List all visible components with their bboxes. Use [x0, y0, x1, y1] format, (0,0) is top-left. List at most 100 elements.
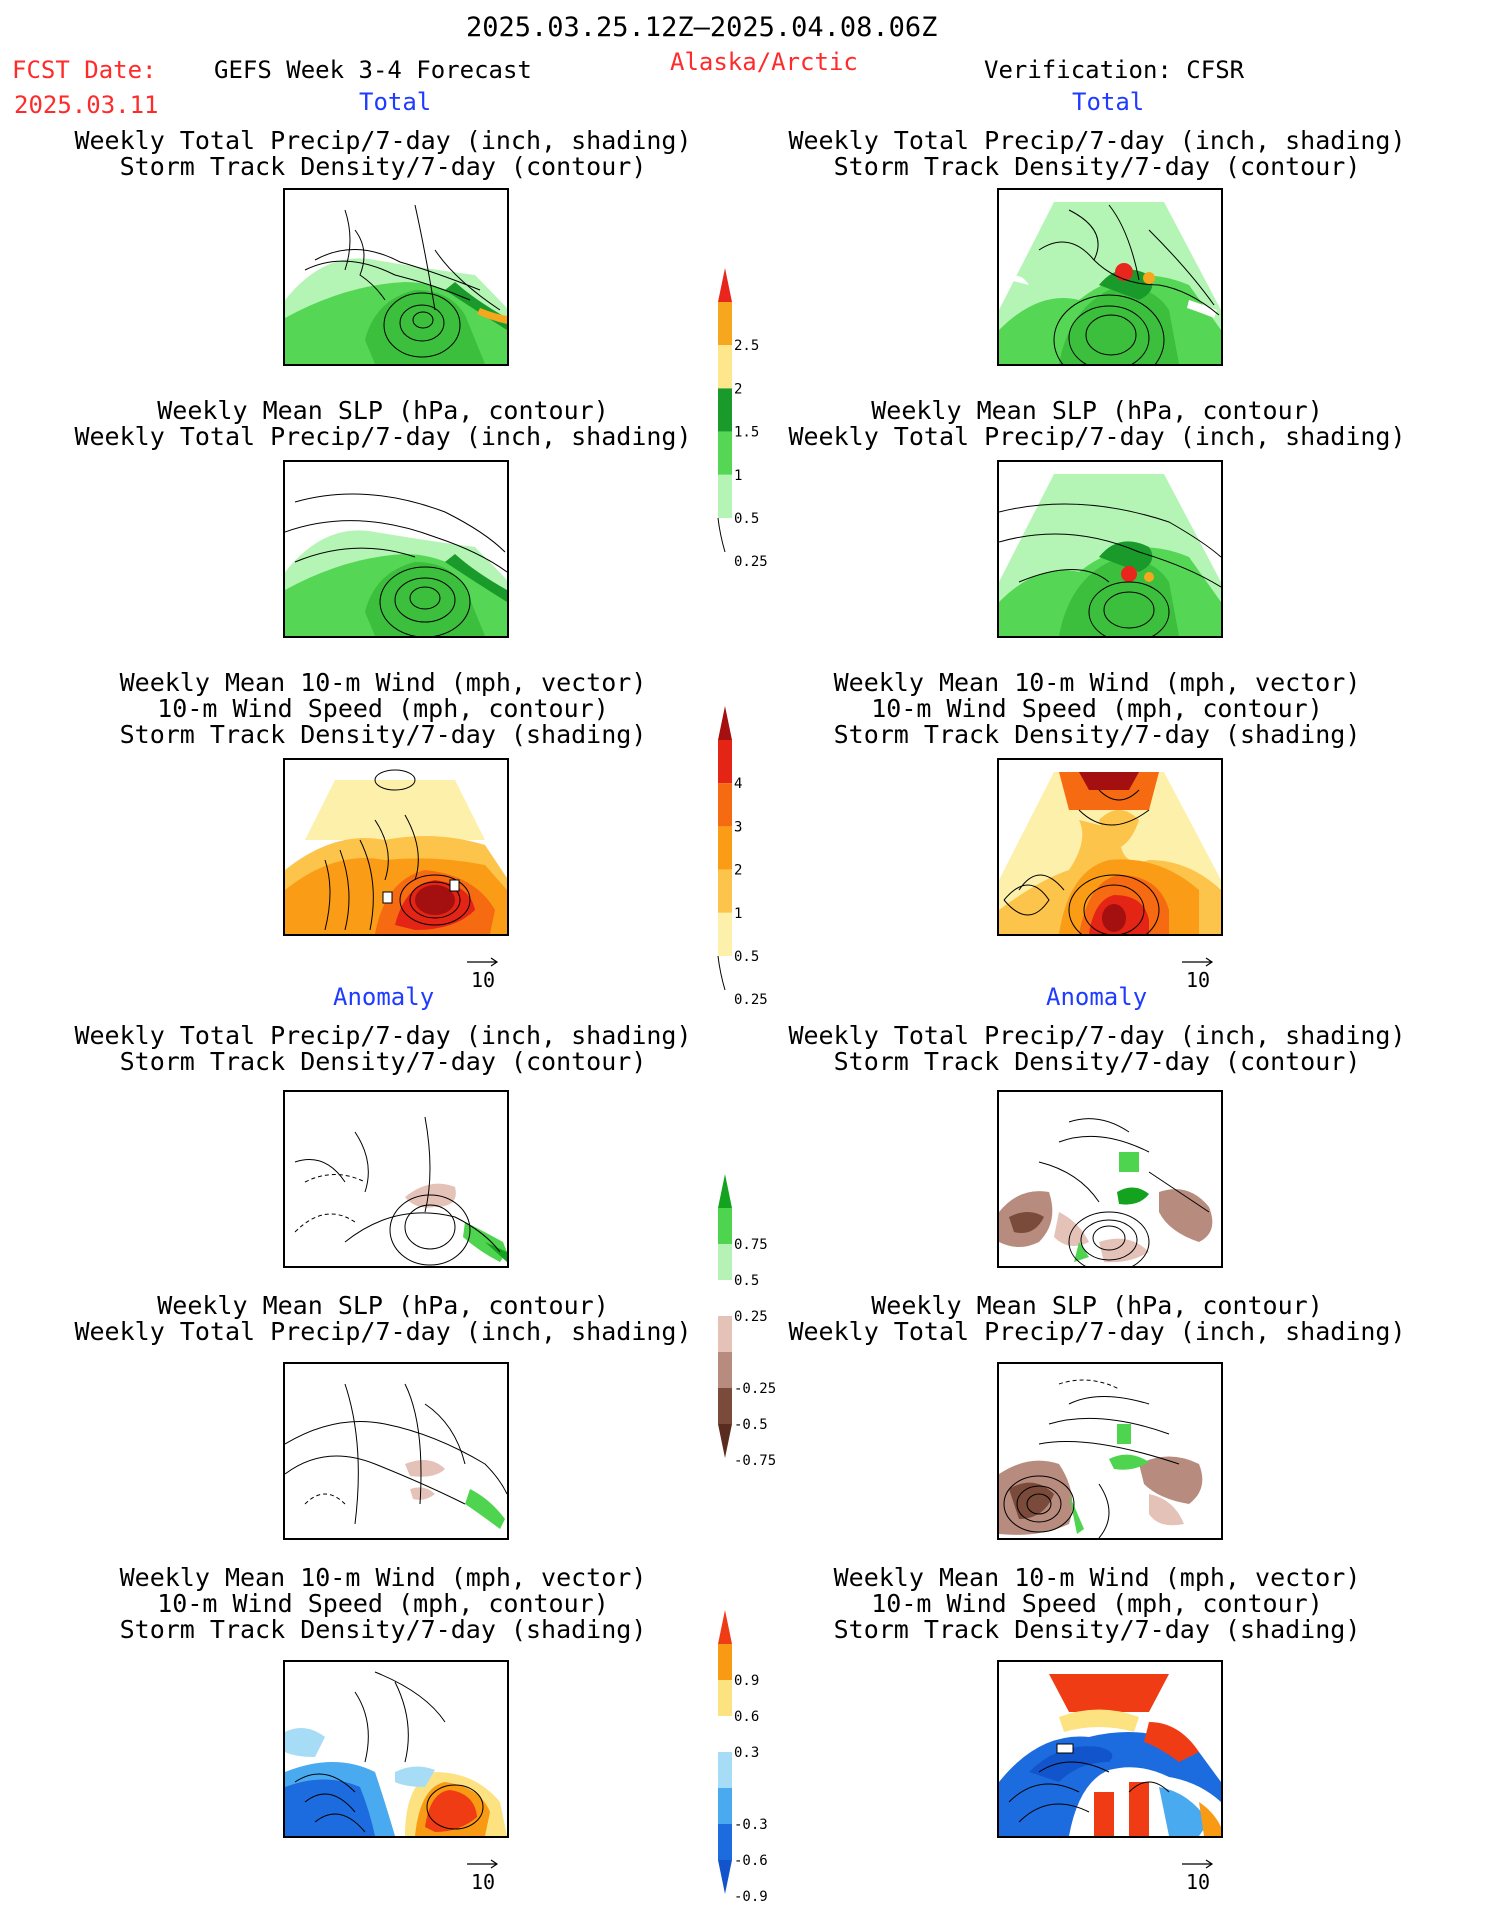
panel-title: Storm Track Density/7-day (shading): [119, 1615, 647, 1644]
product-title: GEFS Week 3-4 Forecast: [214, 56, 532, 84]
colorbar-cap-top: [718, 268, 732, 302]
panel-title: 10-m Wind Speed (mph, contour): [871, 694, 1323, 723]
colorbar-segment: [718, 345, 732, 389]
arrow-right-icon: [1182, 957, 1214, 967]
colorbar-tick-label: 2.5: [734, 338, 759, 354]
panel-title: 10-m Wind Speed (mph, contour): [157, 1589, 609, 1618]
colorbar-cap-bottom: [717, 517, 726, 553]
arrow-right-icon: [467, 1859, 499, 1869]
panel-title: Weekly Mean SLP (hPa, contour): [157, 396, 609, 425]
colorbar-cap-bottom: [718, 1860, 732, 1894]
vector-reference-row6-left: 10: [453, 1858, 513, 1894]
map-wind-storm-verification-anomaly: [997, 1660, 1223, 1838]
vector-reference-label: 10: [470, 1870, 496, 1894]
colorbar-segment: [718, 1388, 732, 1424]
colorbar-segment: [718, 869, 732, 913]
colorbar-storm-density-anomaly: 0.9 0.6 0.3 -0.3 -0.6 -0.9: [714, 1610, 794, 1905]
colorbar-tick-label: 0.25: [734, 1309, 768, 1325]
colorbar-tick-label: 1.5: [734, 425, 759, 441]
colorbar-precip-anomaly: 0.75 0.5 0.25 -0.25 -0.5 -0.75: [714, 1174, 794, 1469]
fcst-label: FCST Date:: [12, 56, 157, 84]
panel-title: Storm Track Density/7-day (shading): [833, 720, 1361, 749]
map-wind-storm-forecast-anomaly: [283, 1660, 509, 1838]
colorbar-tick-label: -0.6: [734, 1853, 768, 1869]
panel-title: Weekly Total Precip/7-day (inch, shading…: [788, 126, 1406, 155]
colorbar-segment: [718, 1352, 732, 1388]
vector-reference-row3-right: 10: [1168, 956, 1228, 992]
colorbar-tick-label: 0.25: [734, 992, 768, 1008]
colorbar-segment: [718, 302, 732, 346]
colorbar-tick-label: 0.5: [734, 511, 759, 527]
map-slp-precip-forecast-total: [283, 460, 509, 638]
vector-reference-label: 10: [1185, 1870, 1211, 1894]
panel-title: Storm Track Density/7-day (contour): [833, 1047, 1361, 1076]
colorbar-tick-label: 2: [734, 863, 742, 879]
colorbar-segment: [718, 1244, 732, 1280]
verification-title: Verification: CFSR: [984, 56, 1245, 84]
map-slp-precip-forecast-anomaly: [283, 1362, 509, 1540]
colorbar-tick-label: -0.9: [734, 1889, 768, 1905]
colorbar-cap-top: [718, 1174, 732, 1208]
map-precip-storm-forecast-anomaly: [283, 1090, 509, 1268]
colorbar-tick-label: 0.9: [734, 1673, 759, 1689]
panel-title: Weekly Mean SLP (hPa, contour): [871, 1291, 1323, 1320]
date-range: 2025.03.25.12Z—2025.04.08.06Z: [466, 12, 938, 43]
panel-title: Weekly Mean SLP (hPa, contour): [157, 1291, 609, 1320]
colorbar-segment: [718, 1280, 732, 1316]
panel-title: Weekly Total Precip/7-day (inch, shading…: [74, 1021, 692, 1050]
panel-title: 10-m Wind Speed (mph, contour): [157, 694, 609, 723]
panel-title: 10-m Wind Speed (mph, contour): [871, 1589, 1323, 1618]
colorbar-tick-label: 2: [734, 381, 742, 397]
map-slp-precip-verification-anomaly: [997, 1362, 1223, 1540]
colorbar-cap-top: [718, 706, 732, 740]
colorbar-tick-label: -0.3: [734, 1817, 768, 1833]
panel-title: Weekly Total Precip/7-day (inch, shading…: [74, 1317, 692, 1346]
panel-title: Weekly Total Precip/7-day (inch, shading…: [74, 422, 692, 451]
panel-title: Weekly Mean SLP (hPa, contour): [871, 396, 1323, 425]
panel-title: Weekly Mean 10-m Wind (mph, vector): [833, 668, 1361, 697]
colorbar-segment: [718, 1316, 732, 1352]
colorbar-cap-bottom: [717, 955, 726, 991]
colorbar-tick-label: 0.75: [734, 1237, 768, 1253]
panel-title: Storm Track Density/7-day (contour): [119, 1047, 647, 1076]
colorbar-precip-total: 2.5 2 1.5 1 0.5 0.25: [714, 268, 784, 570]
vector-reference-label: 10: [1185, 968, 1211, 992]
panel-title: Storm Track Density/7-day (shading): [119, 720, 647, 749]
map-wind-storm-forecast-total: [283, 758, 509, 936]
colorbar-cap-top: [718, 1610, 732, 1644]
colorbar-segment: [718, 431, 732, 475]
colorbar-segment: [718, 740, 732, 784]
colorbar-tick-label: 0.5: [734, 1273, 759, 1289]
colorbar-tick-label: 0.3: [734, 1745, 759, 1761]
vector-reference-row6-right: 10: [1168, 1858, 1228, 1894]
section-anomaly-left: Anomaly: [333, 983, 435, 1011]
colorbar-tick-label: 3: [734, 819, 742, 835]
colorbar-storm-density-total: 4 3 2 1 0.5 0.25: [714, 706, 784, 1008]
colorbar-segment: [718, 474, 732, 518]
colorbar-segment: [718, 1716, 732, 1752]
colorbar-tick-label: 0.5: [734, 949, 759, 965]
colorbar-segment: [718, 1644, 732, 1680]
colorbar-tick-label: -0.25: [734, 1381, 776, 1397]
colorbar-segment: [718, 826, 732, 870]
section-anomaly-right: Anomaly: [1046, 983, 1148, 1011]
colorbar-segment: [718, 912, 732, 956]
panel-title: Weekly Total Precip/7-day (inch, shading…: [788, 422, 1406, 451]
section-total-left: Total: [359, 88, 432, 116]
panel-title: Weekly Total Precip/7-day (inch, shading…: [788, 1317, 1406, 1346]
panel-title: Storm Track Density/7-day (shading): [833, 1615, 1361, 1644]
panel-title: Weekly Mean 10-m Wind (mph, vector): [119, 1563, 647, 1592]
colorbar-tick-label: 1: [734, 906, 742, 922]
colorbar-tick-label: 4: [734, 776, 742, 792]
map-precip-storm-verification-anomaly: [997, 1090, 1223, 1268]
panel-title: Storm Track Density/7-day (contour): [119, 152, 647, 181]
arrow-right-icon: [1182, 1859, 1214, 1869]
map-wind-storm-verification-total: [997, 758, 1223, 936]
panel-title: Weekly Mean 10-m Wind (mph, vector): [833, 1563, 1361, 1592]
colorbar-segment: [718, 1680, 732, 1716]
colorbar-tick-label: 1: [734, 468, 742, 484]
map-slp-precip-verification-total: [997, 460, 1223, 638]
colorbar-segment: [718, 1208, 732, 1244]
panel-title: Weekly Total Precip/7-day (inch, shading…: [788, 1021, 1406, 1050]
region-title: Alaska/Arctic: [670, 48, 858, 76]
